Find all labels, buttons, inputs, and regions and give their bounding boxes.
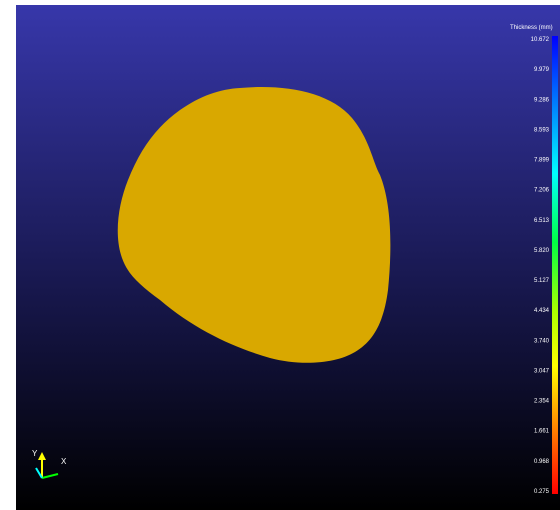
- legend-tick-label: 5.820: [534, 248, 550, 254]
- part-shape: [117, 87, 391, 363]
- legend-tick-label: 9.286: [534, 97, 550, 103]
- triad-z-axis: [35, 467, 43, 479]
- legend-tick-label: 6.513: [534, 218, 550, 224]
- legend-tick-label: 0.275: [534, 489, 550, 495]
- legend-tick-label: 10.672: [531, 37, 550, 43]
- legend-tick-label: 0.968: [534, 459, 550, 465]
- legend-tick-label: 9.979: [534, 67, 550, 73]
- triad-x-axis: [41, 473, 59, 479]
- legend-tick-label: 7.899: [534, 158, 550, 164]
- legend-colorbar: [552, 36, 558, 494]
- legend-tick-label: 7.206: [534, 188, 550, 194]
- legend-title: Thickness (mm): [510, 25, 553, 31]
- legend-tick-label: 4.434: [534, 308, 550, 314]
- legend-ticks: 10.672 9.979 9.286 8.593 7.899 7.206 6.513 5.82…: [531, 37, 550, 495]
- axis-triad: Y X: [32, 449, 67, 479]
- triad-x-label: X: [61, 457, 67, 466]
- triad-y-label: Y: [32, 449, 38, 458]
- triad-y-arrow: [38, 452, 46, 460]
- legend-tick-label: 3.047: [534, 368, 550, 374]
- legend-tick-label: 5.127: [534, 278, 550, 284]
- legend-tick-label: 2.354: [534, 399, 550, 405]
- legend-tick-label: 3.740: [534, 338, 550, 344]
- legend-tick-label: 1.661: [534, 429, 550, 435]
- legend-tick-label: 8.593: [534, 127, 550, 133]
